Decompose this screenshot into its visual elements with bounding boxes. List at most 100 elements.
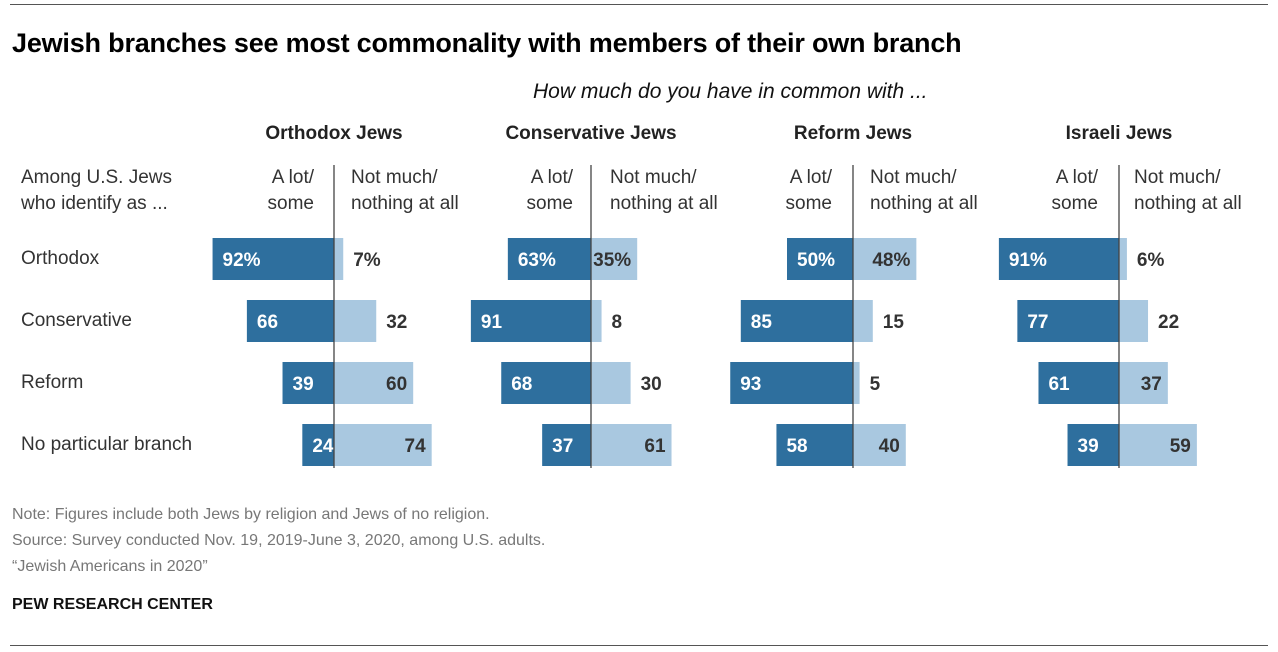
bar-not-much-reform bbox=[853, 362, 860, 404]
bar-not-much-reform bbox=[334, 362, 414, 404]
bar-not-much-conservative bbox=[1119, 300, 1149, 342]
col-header-not-much: Not much/ nothing at all bbox=[870, 165, 978, 217]
value-a-lot-no-particular-branch: 58 bbox=[786, 436, 807, 457]
bar-a-lot-no-particular-branch bbox=[1067, 424, 1119, 466]
value-a-lot-orthodox: 63% bbox=[518, 250, 556, 271]
panel-header-israeli: Israeli Jews bbox=[1065, 123, 1173, 144]
bar-a-lot-no-particular-branch bbox=[542, 424, 591, 466]
panel-header-reform: Reform Jews bbox=[793, 123, 913, 144]
value-not-much-conservative: 32 bbox=[386, 312, 407, 333]
bar-a-lot-conservative bbox=[246, 300, 334, 342]
col-header-not-much-line-2: nothing at all bbox=[351, 193, 459, 214]
bar-not-much-no-particular-branch bbox=[853, 424, 906, 466]
col-header-not-much: Not much/ nothing at all bbox=[610, 165, 718, 217]
value-a-lot-reform: 93 bbox=[740, 374, 761, 395]
bar-not-much-orthodox bbox=[334, 238, 344, 280]
col-header-a-lot: A lot/ some bbox=[527, 165, 573, 217]
value-not-much-no-particular-branch: 59 bbox=[1170, 436, 1191, 457]
col-header-a-lot-line-1: A lot/ bbox=[789, 167, 832, 188]
bar-a-lot-reform bbox=[282, 362, 334, 404]
brand-logo-text: PEW RESEARCH CENTER bbox=[12, 596, 213, 613]
col-header-a-lot-line-1: A lot/ bbox=[530, 167, 573, 188]
bar-not-much-conservative bbox=[591, 300, 602, 342]
value-not-much-orthodox: 7% bbox=[353, 250, 381, 271]
value-a-lot-reform: 39 bbox=[293, 374, 314, 395]
value-not-much-reform: 5 bbox=[870, 374, 881, 395]
col-header-not-much-line-1: Not much/ bbox=[610, 167, 697, 188]
value-a-lot-orthodox: 50% bbox=[797, 250, 835, 271]
value-a-lot-orthodox: 91% bbox=[1009, 250, 1047, 271]
row-label-orthodox: Orthodox bbox=[21, 248, 100, 269]
value-a-lot-no-particular-branch: 37 bbox=[552, 436, 573, 457]
value-not-much-conservative: 15 bbox=[883, 312, 905, 333]
value-a-lot-reform: 61 bbox=[1048, 374, 1070, 395]
chart-subtitle: How much do you have in common with ... bbox=[533, 80, 928, 103]
value-not-much-conservative: 8 bbox=[612, 312, 623, 333]
value-a-lot-no-particular-branch: 24 bbox=[312, 436, 334, 457]
value-a-lot-conservative: 66 bbox=[257, 312, 278, 333]
panel-israeli-jews: 91% 6% 77 22 61 37 39 59 bbox=[998, 165, 1197, 468]
col-header-not-much: Not much/ nothing at all bbox=[1134, 165, 1242, 217]
bar-not-much-no-particular-branch bbox=[1119, 424, 1197, 466]
bar-not-much-conservative bbox=[853, 300, 873, 342]
col-header-not-much-line-1: Not much/ bbox=[1134, 167, 1221, 188]
col-header-not-much-line-1: Not much/ bbox=[870, 167, 957, 188]
col-header-a-lot-line-1: A lot/ bbox=[271, 167, 314, 188]
value-not-much-orthodox: 6% bbox=[1137, 250, 1165, 271]
value-not-much-reform: 60 bbox=[386, 374, 407, 395]
value-not-much-reform: 37 bbox=[1141, 374, 1162, 395]
bar-a-lot-conservative bbox=[1017, 300, 1119, 342]
col-header-a-lot-line-2: some bbox=[267, 193, 314, 214]
bar-not-much-reform bbox=[1119, 362, 1168, 404]
value-a-lot-no-particular-branch: 39 bbox=[1078, 436, 1099, 457]
value-not-much-no-particular-branch: 61 bbox=[644, 436, 666, 457]
bar-a-lot-orthodox bbox=[507, 238, 591, 280]
bar-not-much-orthodox bbox=[853, 238, 917, 280]
bar-not-much-orthodox bbox=[591, 238, 638, 280]
panel-orthodox-jews: 92% 7% 66 32 39 60 24 74 bbox=[212, 165, 432, 468]
panel-conservative-jews: 63% 35% 91 8 68 30 37 61 bbox=[470, 165, 672, 468]
value-not-much-orthodox: 48% bbox=[872, 250, 910, 271]
panel-header-orthodox: Orthodox Jews bbox=[265, 123, 403, 144]
footnote-note: Note: Figures include both Jews by relig… bbox=[12, 506, 490, 523]
row-header: Among U.S. Jews who identify as ... bbox=[21, 165, 172, 217]
panel-header-conservative: Conservative Jews bbox=[505, 123, 677, 144]
value-not-much-reform: 30 bbox=[641, 374, 662, 395]
bar-a-lot-conservative bbox=[470, 300, 591, 342]
col-header-a-lot-line-2: some bbox=[526, 193, 573, 214]
col-header-not-much-line-2: nothing at all bbox=[870, 193, 978, 214]
value-not-much-no-particular-branch: 74 bbox=[405, 436, 427, 457]
value-not-much-orthodox: 35% bbox=[593, 250, 631, 271]
col-header-a-lot-line-1: A lot/ bbox=[1055, 167, 1098, 188]
col-header-a-lot: A lot/ some bbox=[268, 165, 314, 217]
bar-a-lot-conservative bbox=[740, 300, 853, 342]
row-header-line-2: who identify as ... bbox=[21, 193, 168, 214]
value-a-lot-conservative: 85 bbox=[751, 312, 773, 333]
bar-not-much-reform bbox=[591, 362, 631, 404]
footnote-source: Source: Survey conducted Nov. 19, 2019-J… bbox=[12, 532, 546, 549]
bar-not-much-conservative bbox=[334, 300, 377, 342]
col-header-a-lot: A lot/ some bbox=[786, 165, 832, 217]
col-header-a-lot-line-2: some bbox=[785, 193, 832, 214]
col-header-a-lot-line-2: some bbox=[1051, 193, 1098, 214]
value-not-much-no-particular-branch: 40 bbox=[879, 436, 900, 457]
value-a-lot-orthodox: 92% bbox=[223, 250, 261, 271]
bar-a-lot-reform bbox=[501, 362, 591, 404]
col-header-a-lot: A lot/ some bbox=[1052, 165, 1098, 217]
bar-not-much-no-particular-branch bbox=[591, 424, 672, 466]
col-header-not-much: Not much/ nothing at all bbox=[351, 165, 459, 217]
row-label-conservative: Conservative bbox=[21, 310, 132, 331]
col-header-not-much-line-2: nothing at all bbox=[610, 193, 718, 214]
bar-a-lot-reform bbox=[730, 362, 853, 404]
value-a-lot-conservative: 91 bbox=[481, 312, 503, 333]
bar-a-lot-orthodox bbox=[998, 238, 1119, 280]
value-not-much-conservative: 22 bbox=[1158, 312, 1179, 333]
chart-title: Jewish branches see most commonality wit… bbox=[12, 28, 962, 58]
value-a-lot-reform: 68 bbox=[511, 374, 532, 395]
row-label-no-particular-branch: No particular branch bbox=[21, 434, 193, 455]
value-a-lot-conservative: 77 bbox=[1027, 312, 1048, 333]
bar-not-much-orthodox bbox=[1119, 238, 1127, 280]
row-header-line-1: Among U.S. Jews bbox=[21, 167, 172, 188]
col-header-not-much-line-2: nothing at all bbox=[1134, 193, 1242, 214]
